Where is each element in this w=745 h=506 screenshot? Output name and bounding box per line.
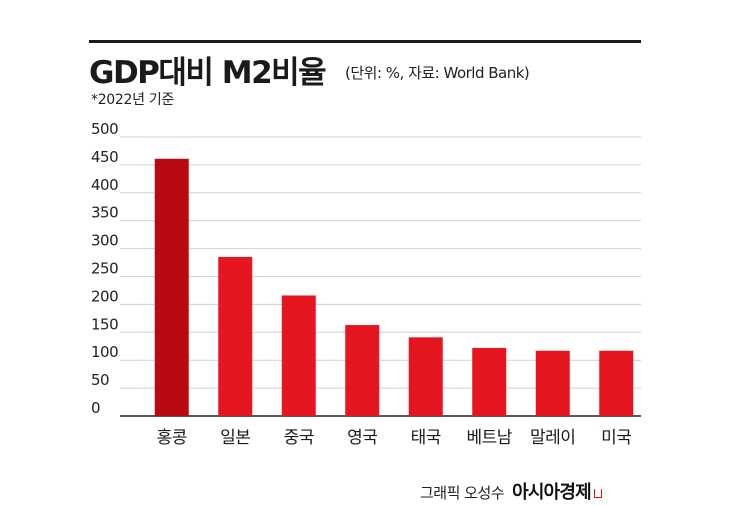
- y-tick-label: 400: [91, 176, 118, 194]
- x-tick-label: 영국: [347, 428, 377, 448]
- graphic-credit: 그래픽 오성수: [420, 484, 505, 502]
- x-tick-label: 베트남: [467, 428, 513, 448]
- x-tick-label: 홍콩: [157, 428, 187, 448]
- x-tick-label: 태국: [411, 428, 441, 448]
- y-tick-label: 0: [91, 399, 100, 417]
- x-tick-label: 미국: [601, 428, 631, 448]
- y-tick-label: 450: [91, 148, 118, 166]
- bar: [345, 325, 380, 416]
- bar: [408, 337, 443, 416]
- y-tick-label: 100: [91, 343, 118, 361]
- bar: [535, 350, 570, 416]
- y-tick-label: 200: [91, 287, 118, 305]
- x-tick-label: 일본: [220, 428, 250, 448]
- y-tick-label: 50: [91, 371, 109, 389]
- y-tick-label: 300: [91, 232, 118, 250]
- chart-subtitle: (단위: %, 자료: World Bank): [345, 64, 530, 82]
- y-tick-label: 350: [91, 204, 118, 222]
- x-tick-label: 말레이: [530, 428, 575, 448]
- y-tick-label: 250: [91, 260, 118, 278]
- x-tick-label: 중국: [284, 428, 314, 448]
- bar: [472, 347, 507, 416]
- y-tick-label: 150: [91, 315, 118, 333]
- bar: [218, 256, 253, 416]
- bar: [281, 295, 316, 416]
- logo-mark-icon: [593, 489, 602, 498]
- publisher-logo: 아시아경제: [512, 482, 592, 503]
- bar: [154, 158, 189, 416]
- chart-note: *2022년 기준: [91, 92, 175, 108]
- title-rule: [89, 40, 641, 43]
- bar: [599, 350, 634, 416]
- footer: 그래픽 오성수 아시아경제: [420, 478, 602, 504]
- chart-title: GDP대비 M2비율: [89, 55, 327, 91]
- y-tick-label: 500: [91, 120, 118, 138]
